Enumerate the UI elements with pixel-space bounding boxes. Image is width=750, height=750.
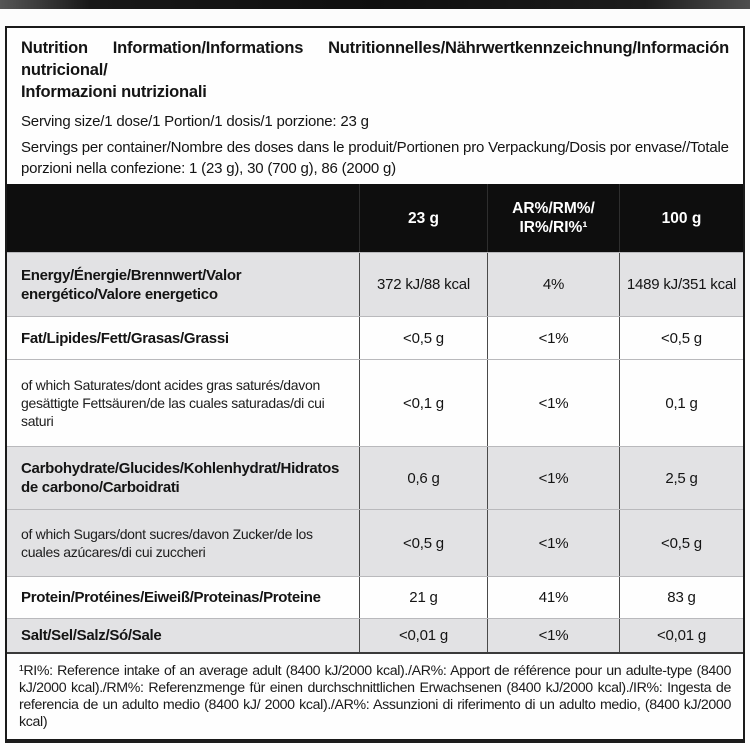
serving-size-line: Serving size/1 dose/1 Portion/1 dosis/1 …	[21, 113, 369, 130]
per-100g-label: 100 g	[661, 209, 702, 227]
row-value-ri: <1%	[487, 317, 619, 359]
row-value-serving: 21 g	[359, 577, 487, 618]
row-label: of which Saturates/dont acides gras satu…	[21, 377, 325, 429]
row-value-ri: <1%	[487, 619, 619, 652]
table-row-carbohydrate: Carbohydrate/Glucides/Kohlenhydrat/Hidra…	[7, 446, 743, 509]
per-serving-label: 23 g	[407, 209, 439, 227]
reference-intake-label-line1: AR%/RM%/	[512, 200, 595, 217]
header-cell-per-100g: 100 g	[619, 184, 743, 252]
row-value-ri: <1%	[487, 360, 619, 446]
reference-intake-footnote: ¹RI%: Reference intake of an average adu…	[7, 652, 743, 739]
row-value-100g: <0,5 g	[619, 317, 743, 359]
row-value-serving: <0,5 g	[359, 510, 487, 576]
nutrition-label-box: Nutrition Information/Informations Nutri…	[5, 26, 745, 743]
row-value-serving: 372 kJ/88 kcal	[359, 253, 487, 316]
reference-intake-label-line2: IR%/RI%¹	[519, 219, 588, 236]
table-row-fat: Fat/Lipides/Fett/Grasas/Grassi <0,5 g <1…	[7, 316, 743, 359]
row-value-serving: <0,1 g	[359, 360, 487, 446]
header-cell-reference-intake: AR%/RM%/ IR%/RI%¹	[487, 184, 619, 252]
row-value-100g: 2,5 g	[619, 447, 743, 509]
row-value-serving: <0,01 g	[359, 619, 487, 652]
row-value-100g: <0,01 g	[619, 619, 743, 652]
row-label: Fat/Lipides/Fett/Grasas/Grassi	[21, 329, 229, 347]
header-cell-empty	[7, 184, 359, 252]
row-value-ri: <1%	[487, 447, 619, 509]
row-label: of which Sugars/dont sucres/davon Zucker…	[21, 526, 313, 560]
table-header-row: 23 g AR%/RM%/ IR%/RI%¹ 100 g	[7, 184, 743, 252]
row-value-ri: <1%	[487, 510, 619, 576]
label-title-line1: Nutrition Information/Informations Nutri…	[21, 39, 729, 79]
top-crop-strip	[0, 0, 750, 9]
label-title-line2: Informazioni nutrizionali	[21, 83, 207, 101]
table-row-energy: Energy/Énergie/Brennwert/Valor energétic…	[7, 252, 743, 316]
row-label: Salt/Sel/Salz/Só/Sale	[21, 627, 162, 644]
table-row-sugars: of which Sugars/dont sucres/davon Zucker…	[7, 509, 743, 576]
nutrition-table: 23 g AR%/RM%/ IR%/RI%¹ 100 g Energy/Éner…	[7, 184, 743, 652]
table-row-saturates: of which Saturates/dont acides gras satu…	[7, 359, 743, 446]
row-value-100g: 83 g	[619, 577, 743, 618]
row-value-100g: <0,5 g	[619, 510, 743, 576]
header-cell-per-serving: 23 g	[359, 184, 487, 252]
row-label: Energy/Énergie/Brennwert/Valor energétic…	[21, 266, 242, 303]
row-label: Protein/Protéines/Eiweiß/Proteinas/Prote…	[21, 589, 321, 606]
row-value-serving: 0,6 g	[359, 447, 487, 509]
servings-per-container-line: Servings per container/Nombre des doses …	[21, 139, 729, 177]
table-row-salt: Salt/Sel/Salz/Só/Sale <0,01 g <1% <0,01 …	[7, 618, 743, 652]
row-value-100g: 0,1 g	[619, 360, 743, 446]
row-value-ri: 4%	[487, 253, 619, 316]
row-label: Carbohydrate/Glucides/Kohlenhydrat/Hidra…	[21, 460, 339, 496]
row-value-ri: 41%	[487, 577, 619, 618]
table-row-protein: Protein/Protéines/Eiweiß/Proteinas/Prote…	[7, 576, 743, 618]
row-value-serving: <0,5 g	[359, 317, 487, 359]
row-value-100g: 1489 kJ/351 kcal	[619, 253, 743, 316]
label-title: Nutrition Information/Informations Nutri…	[7, 28, 743, 103]
